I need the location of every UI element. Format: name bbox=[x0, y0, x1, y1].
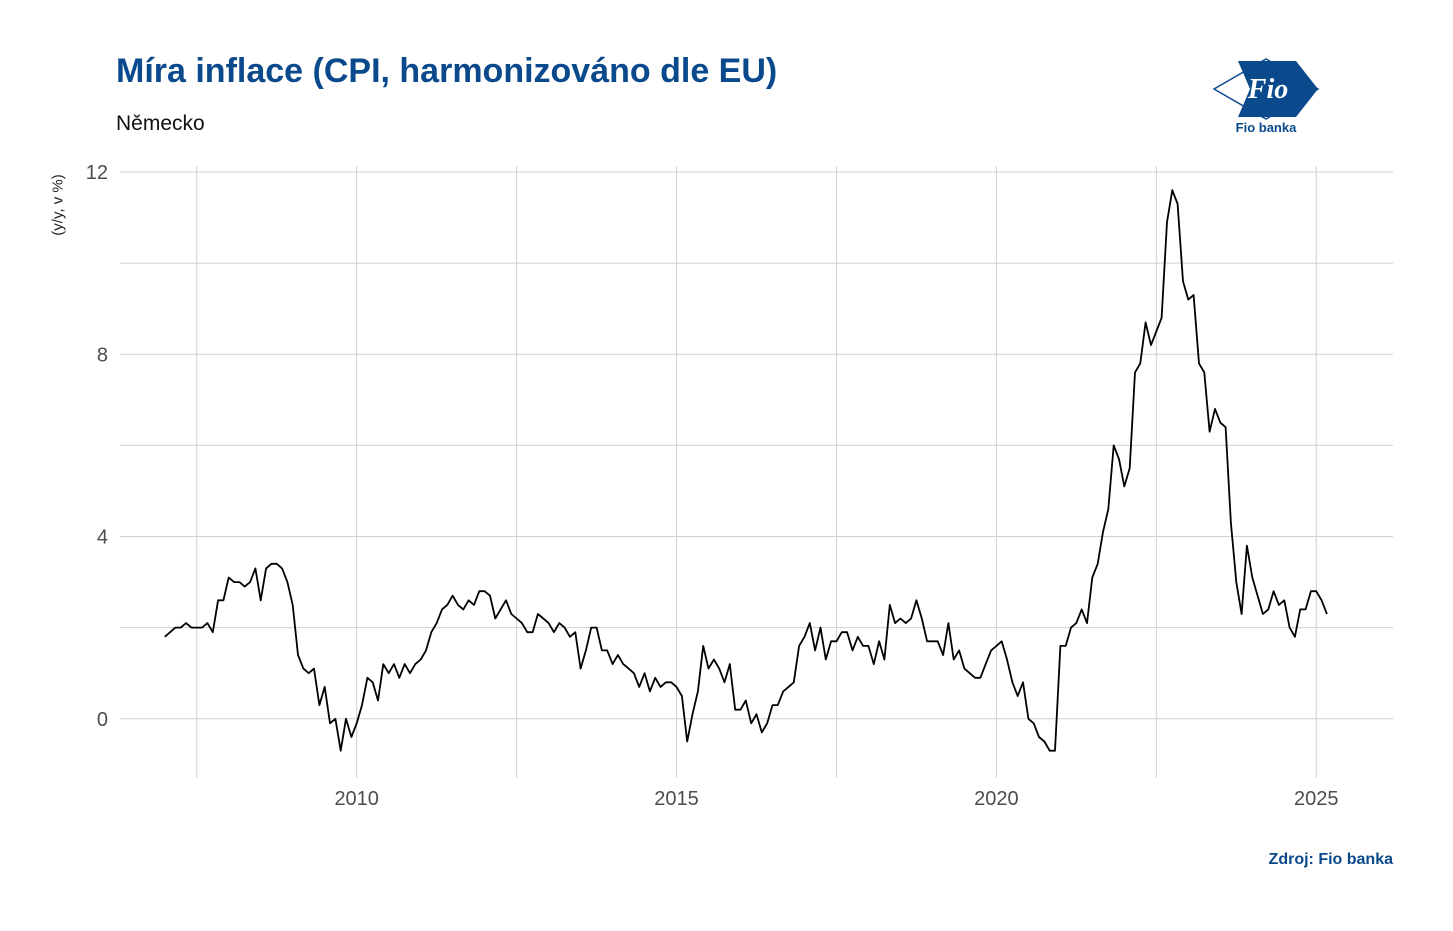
grid bbox=[120, 166, 1393, 778]
x-tick-label: 2015 bbox=[654, 788, 699, 810]
source-note: Zdroj: Fio banka bbox=[1268, 851, 1393, 868]
y-tick-label: 4 bbox=[97, 527, 108, 549]
chart-title: Míra inflace (CPI, harmonizováno dle EU) bbox=[116, 52, 778, 90]
y-tick-label: 8 bbox=[97, 344, 108, 366]
x-tick-label: 2025 bbox=[1294, 788, 1339, 810]
chart-subtitle: Německo bbox=[116, 112, 205, 135]
y-tick-label: 12 bbox=[86, 162, 108, 184]
x-axis-ticks: 2010 2015 2020 2025 bbox=[334, 788, 1338, 810]
x-tick-label: 2010 bbox=[334, 788, 379, 810]
logo-caption: Fio banka bbox=[1235, 120, 1297, 135]
series-line bbox=[164, 189, 1328, 752]
y-tick-label: 0 bbox=[97, 709, 108, 731]
logo-mark-text: Fio bbox=[1247, 74, 1288, 105]
y-axis-ticks: 0 4 8 12 bbox=[86, 162, 108, 731]
series-group bbox=[164, 189, 1328, 752]
x-tick-label: 2020 bbox=[974, 788, 1019, 810]
fio-banka-logo-icon: Fio bbox=[1212, 58, 1320, 120]
